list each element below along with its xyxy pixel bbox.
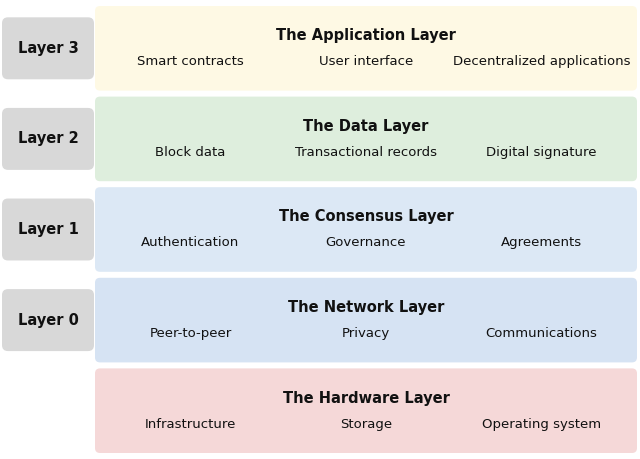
Text: The Network Layer: The Network Layer xyxy=(288,300,444,315)
Text: Infrastructure: Infrastructure xyxy=(145,418,236,431)
Text: The Data Layer: The Data Layer xyxy=(303,119,429,134)
Text: Agreements: Agreements xyxy=(501,236,582,249)
FancyBboxPatch shape xyxy=(95,96,637,181)
Text: Digital signature: Digital signature xyxy=(486,146,597,159)
Text: Decentralized applications: Decentralized applications xyxy=(453,55,630,68)
FancyBboxPatch shape xyxy=(2,17,94,79)
Text: Layer 1: Layer 1 xyxy=(17,222,79,237)
Text: Peer-to-peer: Peer-to-peer xyxy=(149,327,232,340)
Text: Smart contracts: Smart contracts xyxy=(137,55,244,68)
FancyBboxPatch shape xyxy=(95,369,637,453)
FancyBboxPatch shape xyxy=(2,108,94,170)
Text: Layer 2: Layer 2 xyxy=(18,131,78,146)
FancyBboxPatch shape xyxy=(95,278,637,363)
Text: Operating system: Operating system xyxy=(482,418,601,431)
Text: Governance: Governance xyxy=(326,236,406,249)
Text: The Application Layer: The Application Layer xyxy=(276,28,456,43)
FancyBboxPatch shape xyxy=(2,198,94,261)
Text: Authentication: Authentication xyxy=(141,236,239,249)
Text: Storage: Storage xyxy=(340,418,392,431)
Text: Block data: Block data xyxy=(156,146,226,159)
Text: The Consensus Layer: The Consensus Layer xyxy=(278,209,453,224)
FancyBboxPatch shape xyxy=(2,289,94,351)
Text: Layer 0: Layer 0 xyxy=(17,313,79,328)
FancyBboxPatch shape xyxy=(95,187,637,272)
Text: Layer 3: Layer 3 xyxy=(18,41,78,56)
Text: The Hardware Layer: The Hardware Layer xyxy=(283,391,449,405)
Text: Privacy: Privacy xyxy=(342,327,390,340)
Text: Communications: Communications xyxy=(486,327,598,340)
Text: Transactional records: Transactional records xyxy=(295,146,437,159)
FancyBboxPatch shape xyxy=(95,6,637,90)
Text: User interface: User interface xyxy=(319,55,413,68)
